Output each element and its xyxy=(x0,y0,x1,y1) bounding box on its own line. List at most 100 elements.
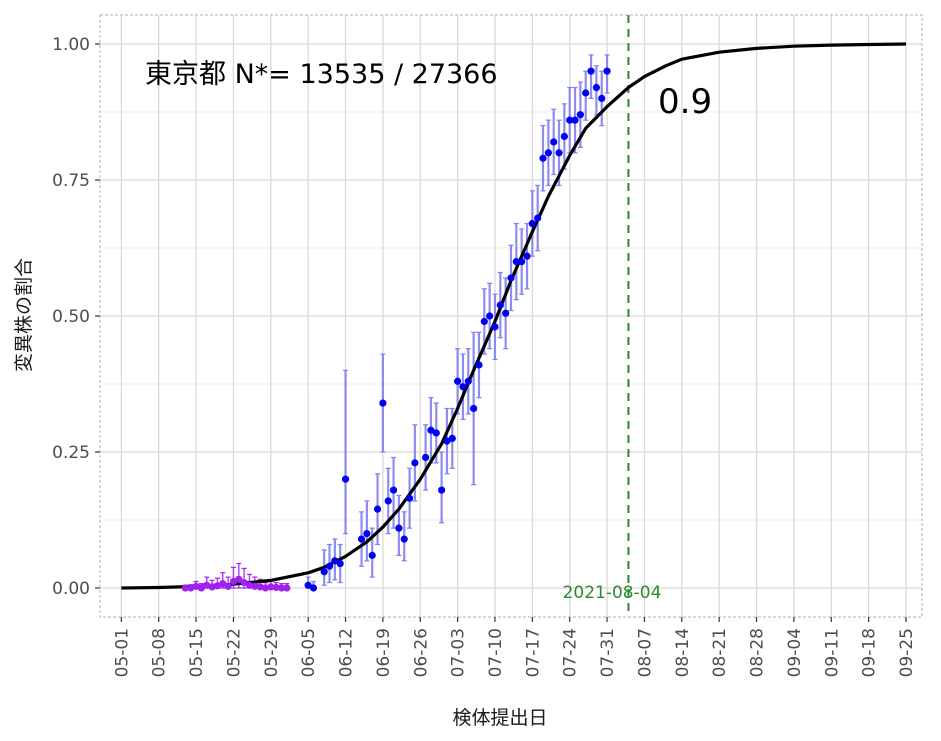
data-point-blue xyxy=(411,459,419,467)
data-point-blue xyxy=(336,559,344,568)
annotation-region-label: 東京都 N*= 13535 / 27366 xyxy=(145,59,498,90)
x-tick-label: 06-12 xyxy=(337,628,357,677)
data-point-blue xyxy=(603,67,611,75)
data-point-blue xyxy=(491,323,499,331)
y-tick-label: 0.25 xyxy=(52,443,90,463)
data-point-blue xyxy=(379,399,387,407)
data-point-blue xyxy=(534,214,542,222)
data-point-blue xyxy=(486,312,494,320)
x-tick-label: 09-25 xyxy=(897,628,917,677)
data-point-blue xyxy=(363,530,371,538)
annotation-value-label: 0.9 xyxy=(658,82,712,122)
x-tick-label: 09-11 xyxy=(822,628,842,677)
y-tick-label: 0.50 xyxy=(52,307,90,327)
data-point-blue xyxy=(555,149,563,157)
x-tick-label: 06-26 xyxy=(411,628,431,677)
data-point-purple xyxy=(219,580,227,588)
data-point-blue xyxy=(368,551,376,559)
data-points xyxy=(181,67,611,592)
data-point-blue xyxy=(438,486,446,494)
data-point-blue xyxy=(571,116,579,124)
data-point-blue xyxy=(325,562,334,570)
x-tick-label: 05-29 xyxy=(262,628,282,677)
x-tick-label: 07-31 xyxy=(598,628,618,677)
x-tick-label: 05-22 xyxy=(224,628,244,677)
fitted-curve xyxy=(121,42,907,590)
x-tick-label: 07-24 xyxy=(561,628,581,677)
data-point-blue xyxy=(443,437,451,445)
data-point-blue xyxy=(421,453,430,462)
x-tick-label: 05-08 xyxy=(150,628,170,677)
y-axis-title: 変異株の割合 xyxy=(13,258,35,372)
data-point-blue xyxy=(470,404,478,413)
data-point-blue xyxy=(454,377,462,385)
data-point-blue xyxy=(373,505,382,513)
data-point-blue xyxy=(507,274,515,282)
x-tick-label: 08-21 xyxy=(710,628,730,677)
x-tick-label: 09-04 xyxy=(785,628,805,677)
x-axis-title: 検体提出日 xyxy=(452,707,547,729)
x-tick-label: 07-03 xyxy=(449,628,469,677)
data-point-purple xyxy=(267,583,275,591)
x-tick-label: 05-15 xyxy=(187,628,207,677)
data-point-purple xyxy=(261,584,270,592)
data-point-blue xyxy=(523,252,531,260)
data-point-purple xyxy=(283,584,291,592)
data-point-blue xyxy=(357,535,366,543)
data-point-blue xyxy=(566,116,574,124)
data-point-blue xyxy=(389,486,398,494)
data-point-blue xyxy=(341,475,350,483)
data-point-blue xyxy=(576,111,584,119)
vertical-line-date-label: 2021-08-04 xyxy=(563,583,662,603)
data-point-purple xyxy=(272,583,280,592)
data-point-blue xyxy=(496,301,504,309)
x-tick-label: 08-14 xyxy=(673,628,693,677)
x-tick-label: 09-18 xyxy=(860,628,880,677)
data-point-blue xyxy=(432,429,440,437)
x-tick-label: 06-19 xyxy=(374,628,394,677)
data-point-blue xyxy=(331,557,339,565)
data-point-purple xyxy=(251,582,259,590)
data-point-blue xyxy=(427,426,435,434)
data-point-blue xyxy=(528,219,536,228)
data-point-blue xyxy=(384,497,392,505)
data-point-purple xyxy=(245,581,254,589)
data-point-blue xyxy=(464,377,472,385)
data-point-blue xyxy=(598,94,606,102)
data-point-blue xyxy=(544,149,552,157)
x-tick-label: 05-01 xyxy=(112,628,132,677)
data-point-purple xyxy=(256,583,264,591)
data-point-blue xyxy=(518,258,526,266)
x-tick-label: 08-07 xyxy=(635,628,655,677)
data-point-blue xyxy=(587,67,595,75)
data-point-purple xyxy=(197,584,206,592)
data-point-blue xyxy=(512,258,520,266)
x-tick-label: 07-10 xyxy=(486,628,506,677)
x-tick-label: 06-05 xyxy=(299,628,319,677)
data-point-blue xyxy=(592,83,601,92)
data-point-purple xyxy=(208,583,216,591)
y-tick-label: 1.00 xyxy=(52,35,90,55)
data-point-blue xyxy=(320,568,328,576)
data-point-blue xyxy=(475,361,483,369)
data-point-purple xyxy=(235,575,243,583)
data-point-blue xyxy=(400,535,408,543)
y-tick-label: 0.75 xyxy=(52,171,90,191)
data-point-blue xyxy=(502,309,510,317)
data-point-blue xyxy=(560,132,568,141)
data-point-blue xyxy=(539,154,547,162)
curve-layer xyxy=(121,42,907,590)
y-tick-label: 0.00 xyxy=(52,579,90,599)
data-point-blue xyxy=(309,584,318,592)
data-point-blue xyxy=(459,383,467,391)
data-point-blue xyxy=(405,494,414,502)
data-point-blue xyxy=(480,317,488,326)
y-axis-ticks: 0.00 0.25 0.50 0.75 1.00 xyxy=(52,35,100,599)
data-point-blue xyxy=(582,89,590,97)
data-point-blue xyxy=(304,581,312,589)
data-point-blue xyxy=(395,524,403,532)
x-tick-label: 07-17 xyxy=(523,628,543,677)
data-point-blue xyxy=(448,434,456,442)
data-point-purple xyxy=(181,584,190,592)
